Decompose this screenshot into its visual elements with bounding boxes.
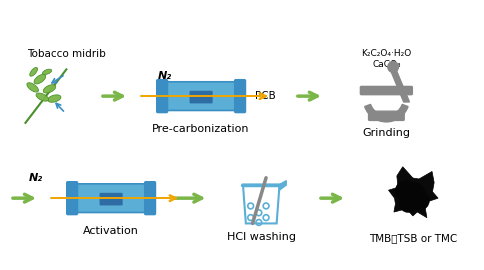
FancyBboxPatch shape xyxy=(100,193,122,205)
Polygon shape xyxy=(279,181,286,190)
Ellipse shape xyxy=(36,93,48,101)
Text: Tobacco midrib: Tobacco midrib xyxy=(27,49,106,59)
Wedge shape xyxy=(364,104,408,122)
FancyBboxPatch shape xyxy=(235,80,245,113)
Circle shape xyxy=(399,195,417,213)
FancyBboxPatch shape xyxy=(190,91,212,103)
Text: Grinding: Grinding xyxy=(363,127,410,138)
Ellipse shape xyxy=(48,95,61,102)
Circle shape xyxy=(395,180,416,202)
Ellipse shape xyxy=(27,83,38,92)
Text: N₂: N₂ xyxy=(29,173,43,183)
Ellipse shape xyxy=(43,69,52,75)
Text: Activation: Activation xyxy=(83,226,139,236)
Text: PCB: PCB xyxy=(256,91,276,101)
Polygon shape xyxy=(390,69,409,102)
Circle shape xyxy=(399,182,426,209)
Ellipse shape xyxy=(34,74,45,84)
Text: N₂: N₂ xyxy=(158,71,172,81)
Polygon shape xyxy=(389,167,438,218)
FancyBboxPatch shape xyxy=(361,86,412,95)
FancyBboxPatch shape xyxy=(145,182,155,214)
FancyBboxPatch shape xyxy=(67,182,77,214)
FancyBboxPatch shape xyxy=(157,80,167,113)
FancyBboxPatch shape xyxy=(166,82,237,110)
FancyBboxPatch shape xyxy=(76,184,147,212)
Ellipse shape xyxy=(43,85,56,93)
Ellipse shape xyxy=(30,68,37,76)
Circle shape xyxy=(388,62,398,72)
Text: HCl washing: HCl washing xyxy=(227,232,296,242)
Text: TMB、TSB or TMC: TMB、TSB or TMC xyxy=(369,233,457,243)
Text: CaCO₃: CaCO₃ xyxy=(372,60,401,69)
Text: K₂C₂O₄·H₂O: K₂C₂O₄·H₂O xyxy=(361,49,411,58)
Circle shape xyxy=(410,191,430,210)
FancyBboxPatch shape xyxy=(368,111,404,120)
Text: Pre-carbonization: Pre-carbonization xyxy=(152,124,250,134)
Polygon shape xyxy=(243,185,280,224)
